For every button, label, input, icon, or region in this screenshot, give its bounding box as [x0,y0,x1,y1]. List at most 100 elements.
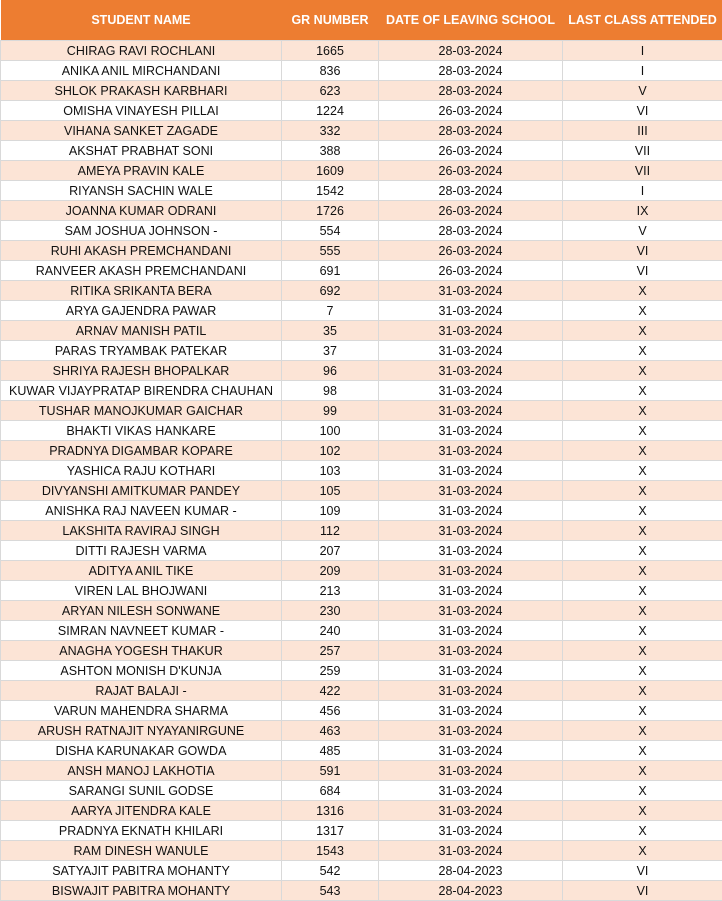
gr-number: 422 [281,680,379,701]
leaving-date: 31-03-2024 [378,340,563,361]
gr-number: 1665 [281,40,379,61]
student-name: ADITYA ANIL TIKE [0,560,282,581]
student-row: ANISHKA RAJ NAVEEN KUMAR -109 31-03-2024 X [0,500,722,521]
last-class: X [562,600,722,621]
leaving-date: 31-03-2024 [378,740,563,761]
leaving-date: 31-03-2024 [378,600,563,621]
student-name: KUWAR VIJAYPRATAP BIRENDRA CHAUHAN [0,380,282,401]
leaving-date: 31-03-2024 [378,420,563,441]
last-class: X [562,800,722,821]
gr-number: 684 [281,780,379,801]
student-row: YASHICA RAJU KOTHARI 103 31-03-2024 X [0,460,722,481]
student-row: SATYAJIT PABITRA MOHANTY 542 28-04-2023 VI [0,860,722,881]
leaving-date: 31-03-2024 [378,560,563,581]
leaving-date: 28-03-2024 [378,60,563,81]
last-class: X [562,420,722,441]
student-name: ARYA GAJENDRA PAWAR [0,300,282,321]
student-row: ANSH MANOJ LAKHOTIA 591 31-03-2024 X [0,760,722,781]
student-row: ARNAV MANISH PATIL 35 31-03-2024 X [0,320,722,341]
student-name: VIHANA SANKET ZAGADE [0,120,282,141]
leaving-date: 31-03-2024 [378,460,563,481]
last-class: X [562,700,722,721]
last-class: X [562,480,722,501]
student-name: VIREN LAL BHOJWANI [0,580,282,601]
student-name: VARUN MAHENDRA SHARMA [0,700,282,721]
student-row: DISHA KARUNAKAR GOWDA 485 31-03-2024 X [0,740,722,761]
leaving-date: 31-03-2024 [378,500,563,521]
leaving-date: 31-03-2024 [378,640,563,661]
gr-number: 99 [281,400,379,421]
leaving-date: 26-03-2024 [378,260,563,281]
last-class: X [562,340,722,361]
student-name: RANVEER AKASH PREMCHANDANI [0,260,282,281]
student-row: BHAKTI VIKAS HANKARE 100 31-03-2024 X [0,420,722,441]
column-header: DATE OF LEAVING SCHOOL [378,0,563,41]
leaving-date: 31-03-2024 [378,780,563,801]
leaving-date: 31-03-2024 [378,620,563,641]
last-class: X [562,720,722,741]
gr-number: 7 [281,300,379,321]
student-row: SARANGI SUNIL GODSE 684 31-03-2024 X [0,780,722,801]
last-class: VII [562,160,722,181]
last-class: VI [562,260,722,281]
student-row: ARYAN NILESH SONWANE 230 31-03-2024 X [0,600,722,621]
student-row: TUSHAR MANOJKUMAR GAICHAR 99 31-03-2024 X [0,400,722,421]
student-row: PRADNYA DIGAMBAR KOPARE 102 31-03-2024 X [0,440,722,461]
gr-number: 1316 [281,800,379,821]
last-class: VI [562,100,722,121]
leaving-date: 31-03-2024 [378,300,563,321]
last-class: X [562,500,722,521]
student-row: SHLOK PRAKASH KARBHARI 623 28-03-2024 V [0,80,722,101]
student-name: YASHICA RAJU KOTHARI [0,460,282,481]
gr-number: 98 [281,380,379,401]
last-class: X [562,520,722,541]
student-name: PRADNYA DIGAMBAR KOPARE [0,440,282,461]
student-name: CHIRAG RAVI ROCHLANI [0,40,282,61]
gr-number: 1317 [281,820,379,841]
student-name: ASHTON MONISH D'KUNJA [0,660,282,681]
gr-number: 35 [281,320,379,341]
student-name: AARYA JITENDRA KALE [0,800,282,821]
student-row: RUHI AKASH PREMCHANDANI 555 26-03-2024 VI [0,240,722,261]
gr-number: 1726 [281,200,379,221]
table-header: STUDENT NAME GR NUMBER DATE OF LEAVING SCH… [0,0,722,41]
last-class: X [562,380,722,401]
student-row: ANAGHA YOGESH THAKUR 257 31-03-2024 X [0,640,722,661]
student-name: ARNAV MANISH PATIL [0,320,282,341]
leaving-date: 28-03-2024 [378,220,563,241]
student-row: SAM JOSHUA JOHNSON -554 28-03-2024 V [0,220,722,241]
student-name: SAM JOSHUA JOHNSON - [0,220,282,241]
student-name: PARAS TRYAMBAK PATEKAR [0,340,282,361]
last-class: I [562,40,722,61]
gr-number: 213 [281,580,379,601]
gr-number: 207 [281,540,379,561]
leaving-date: 26-03-2024 [378,100,563,121]
last-class: I [562,60,722,81]
student-name: AMEYA PRAVIN KALE [0,160,282,181]
student-row: RIYANSH SACHIN WALE 1542 28-03-2024 I [0,180,722,201]
gr-number: 485 [281,740,379,761]
student-row: DITTI RAJESH VARMA 207 31-03-2024 X [0,540,722,561]
gr-number: 1224 [281,100,379,121]
last-class: VI [562,240,722,261]
gr-number: 388 [281,140,379,161]
student-name: ANSH MANOJ LAKHOTIA [0,760,282,781]
student-name: AKSHAT PRABHAT SONI [0,140,282,161]
student-name: BISWAJIT PABITRA MOHANTY [0,880,282,901]
student-row: RAM DINESH WANULE 1543 31-03-2024 X [0,840,722,861]
leaving-date: 28-03-2024 [378,80,563,101]
gr-number: 555 [281,240,379,261]
student-row: ARYA GAJENDRA PAWAR 7 31-03-2024 X [0,300,722,321]
last-class: VI [562,860,722,881]
student-name: TUSHAR MANOJKUMAR GAICHAR [0,400,282,421]
leaving-date: 31-03-2024 [378,680,563,701]
gr-number: 230 [281,600,379,621]
student-name: LAKSHITA RAVIRAJ SINGH [0,520,282,541]
student-name: ANIKA ANIL MIRCHANDANI [0,60,282,81]
student-name: ARUSH RATNAJIT NYAYANIRGUNE [0,720,282,741]
student-name: BHAKTI VIKAS HANKARE [0,420,282,441]
student-name: RUHI AKASH PREMCHANDANI [0,240,282,261]
student-name: DITTI RAJESH VARMA [0,540,282,561]
student-row: JOANNA KUMAR ODRANI 1726 26-03-2024 IX [0,200,722,221]
